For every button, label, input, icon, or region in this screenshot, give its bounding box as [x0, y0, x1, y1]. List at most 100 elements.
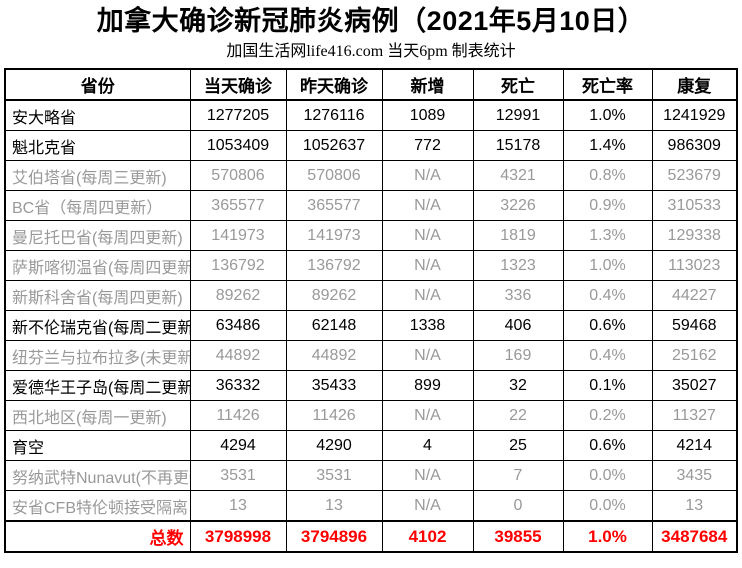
- death-rate-cell: 0.6%: [562, 310, 653, 341]
- today-confirmed-cell: 570806: [189, 160, 287, 191]
- recovered-cell: 44227: [651, 280, 738, 311]
- total-recovered-cell: 3487684: [651, 520, 738, 553]
- total-death-rate-cell: 1.0%: [562, 520, 653, 553]
- province-cell: 艾伯塔省(每周三更新): [4, 160, 191, 191]
- total-new-cell: 4102: [381, 520, 474, 553]
- province-cell: 安省CFB特伦顿接受隔离: [4, 490, 191, 522]
- province-cell: 爱德华王子岛(每周二更新): [4, 370, 191, 401]
- yesterday-confirmed-cell: 3531: [285, 460, 383, 491]
- deaths-cell: 12991: [472, 99, 564, 131]
- recovered-cell: 11327: [651, 400, 738, 431]
- death-rate-cell: 1.4%: [562, 130, 653, 161]
- total-label: 总数: [4, 520, 191, 553]
- new-cases-cell: N/A: [381, 160, 474, 191]
- deaths-cell: 336: [472, 280, 564, 311]
- province-cell: BC省（每周四更新）: [4, 190, 191, 221]
- yesterday-confirmed-cell: 35433: [285, 370, 383, 401]
- deaths-cell: 32: [472, 370, 564, 401]
- death-rate-cell: 1.0%: [562, 250, 653, 281]
- deaths-cell: 169: [472, 340, 564, 371]
- table-row: 萨斯喀彻温省(每周四更新) 136792 136792 N/A 1323 1.0…: [4, 250, 738, 281]
- recovered-cell: 523679: [651, 160, 738, 191]
- new-cases-cell: N/A: [381, 280, 474, 311]
- table-row: 努纳武特Nunavut(不再更新) 3531 3531 N/A 7 0.0% 3…: [4, 460, 738, 491]
- death-rate-cell: 0.6%: [562, 430, 653, 461]
- table-row: 新斯科舍省(每周四更新) 89262 89262 N/A 336 0.4% 44…: [4, 280, 738, 311]
- recovered-cell: 129338: [651, 220, 738, 251]
- table-row: 育空 4294 4290 4 25 0.6% 4214: [4, 430, 738, 461]
- today-confirmed-cell: 89262: [189, 280, 287, 311]
- table-row: 纽芬兰与拉布拉多(未更新) 44892 44892 N/A 169 0.4% 2…: [4, 340, 738, 371]
- today-confirmed-cell: 4294: [189, 430, 287, 461]
- recovered-cell: 986309: [651, 130, 738, 161]
- table-row: 新不伦瑞克省(每周二更新) 63486 62148 1338 406 0.6% …: [4, 310, 738, 341]
- table-header-row: 省份 当天确诊 昨天确诊 新增 死亡 死亡率 康复: [4, 68, 738, 101]
- province-cell: 安大略省: [4, 99, 191, 131]
- total-row: 总数 3798998 3794896 4102 39855 1.0% 34876…: [4, 520, 738, 553]
- page-title: 加拿大确诊新冠肺炎病例（2021年5月10日）: [96, 6, 646, 36]
- recovered-cell: 310533: [651, 190, 738, 221]
- recovered-cell: 13: [651, 490, 738, 522]
- today-confirmed-cell: 141973: [189, 220, 287, 251]
- col-header-deaths: 死亡: [472, 68, 564, 101]
- yesterday-confirmed-cell: 141973: [285, 220, 383, 251]
- deaths-cell: 1323: [472, 250, 564, 281]
- new-cases-cell: N/A: [381, 190, 474, 221]
- table-row: 艾伯塔省(每周三更新) 570806 570806 N/A 4321 0.8% …: [4, 160, 738, 191]
- deaths-cell: 7: [472, 460, 564, 491]
- table-row: 安省CFB特伦顿接受隔离 13 13 N/A 0 0.0% 13: [4, 490, 738, 522]
- col-header-province: 省份: [4, 68, 191, 101]
- yesterday-confirmed-cell: 4290: [285, 430, 383, 461]
- deaths-cell: 22: [472, 400, 564, 431]
- yesterday-confirmed-cell: 570806: [285, 160, 383, 191]
- total-yesterday-cell: 3794896: [285, 520, 383, 553]
- recovered-cell: 59468: [651, 310, 738, 341]
- deaths-cell: 0: [472, 490, 564, 522]
- table-row: BC省（每周四更新） 365577 365577 N/A 3226 0.9% 3…: [4, 190, 738, 221]
- death-rate-cell: 0.8%: [562, 160, 653, 191]
- today-confirmed-cell: 1277205: [189, 99, 287, 131]
- new-cases-cell: 1338: [381, 310, 474, 341]
- death-rate-cell: 0.4%: [562, 280, 653, 311]
- death-rate-cell: 1.3%: [562, 220, 653, 251]
- today-confirmed-cell: 36332: [189, 370, 287, 401]
- deaths-cell: 4321: [472, 160, 564, 191]
- province-cell: 曼尼托巴省(每周四更新): [4, 220, 191, 251]
- today-confirmed-cell: 63486: [189, 310, 287, 341]
- province-cell: 纽芬兰与拉布拉多(未更新): [4, 340, 191, 371]
- death-rate-cell: 0.4%: [562, 340, 653, 371]
- yesterday-confirmed-cell: 136792: [285, 250, 383, 281]
- today-confirmed-cell: 13: [189, 490, 287, 522]
- recovered-cell: 35027: [651, 370, 738, 401]
- yesterday-confirmed-cell: 13: [285, 490, 383, 522]
- new-cases-cell: N/A: [381, 400, 474, 431]
- deaths-cell: 15178: [472, 130, 564, 161]
- table-row: 魁北克省 1053409 1052637 772 15178 1.4% 9863…: [4, 130, 738, 161]
- page-subtitle: 加国生活网life416.com 当天6pm 制表统计: [226, 43, 516, 60]
- yesterday-confirmed-cell: 62148: [285, 310, 383, 341]
- new-cases-cell: 1089: [381, 99, 474, 131]
- death-rate-cell: 0.0%: [562, 490, 653, 522]
- total-today-cell: 3798998: [189, 520, 287, 553]
- table-row: 爱德华王子岛(每周二更新) 36332 35433 899 32 0.1% 35…: [4, 370, 738, 401]
- recovered-cell: 1241929: [651, 99, 738, 131]
- new-cases-cell: N/A: [381, 250, 474, 281]
- death-rate-cell: 0.2%: [562, 400, 653, 431]
- today-confirmed-cell: 3531: [189, 460, 287, 491]
- table-row: 西北地区(每周一更新) 11426 11426 N/A 22 0.2% 1132…: [4, 400, 738, 431]
- col-header-death-rate: 死亡率: [562, 68, 653, 101]
- recovered-cell: 25162: [651, 340, 738, 371]
- province-cell: 育空: [4, 430, 191, 461]
- total-deaths-cell: 39855: [472, 520, 564, 553]
- covid-stats-table: 省份 当天确诊 昨天确诊 新增 死亡 死亡率 康复 安大略省 1277205 1…: [4, 68, 738, 553]
- death-rate-cell: 0.1%: [562, 370, 653, 401]
- yesterday-confirmed-cell: 1052637: [285, 130, 383, 161]
- province-cell: 西北地区(每周一更新): [4, 400, 191, 431]
- deaths-cell: 406: [472, 310, 564, 341]
- province-cell: 新不伦瑞克省(每周二更新): [4, 310, 191, 341]
- new-cases-cell: N/A: [381, 340, 474, 371]
- table-row: 安大略省 1277205 1276116 1089 12991 1.0% 124…: [4, 99, 738, 131]
- province-cell: 魁北克省: [4, 130, 191, 161]
- col-header-new-cases: 新增: [381, 68, 474, 101]
